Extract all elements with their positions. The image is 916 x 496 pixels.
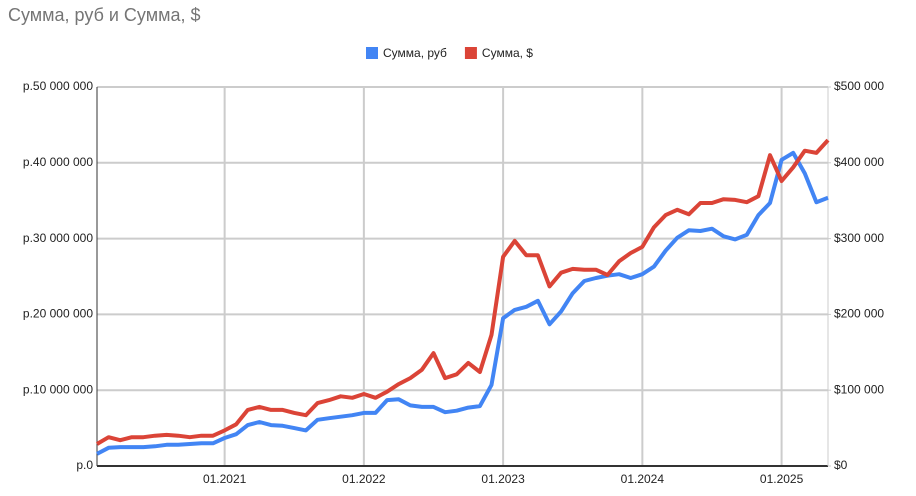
series-line (96, 150, 829, 456)
x-tick-label: 01.2023 (481, 472, 525, 486)
legend-swatch (464, 47, 477, 59)
chart-title: Сумма, руб и Сумма, $ (8, 5, 201, 25)
y-tick-label: р.30 000 000 (23, 231, 93, 245)
y-tick-label: р.40 000 000 (23, 155, 93, 169)
x-tick-label: 01.2024 (621, 472, 665, 486)
y-tick-label: р.20 000 000 (23, 307, 93, 321)
y2-tick-label: $100 000 (834, 382, 884, 396)
y-tick-label: р.10 000 000 (23, 382, 93, 396)
y-tick-label: р.0 (76, 458, 93, 472)
x-tick-label: 01.2022 (342, 472, 386, 486)
legend-swatch (366, 47, 378, 59)
y2-tick-label: $400 000 (834, 155, 884, 169)
series-line (95, 138, 830, 446)
y2-tick-label: $500 000 (834, 79, 884, 93)
legend-label: Сумма, руб (383, 46, 447, 60)
x-tick-label: 01.2025 (760, 472, 804, 486)
x-tick-label: 01.2021 (203, 472, 247, 486)
y2-tick-label: $300 000 (834, 231, 884, 245)
y2-tick-label: $200 000 (834, 307, 884, 321)
y2-tick-label: $0 (834, 458, 848, 472)
legend: Сумма, руб Сумма, $ (366, 46, 533, 60)
y-tick-label: р.50 000 000 (23, 79, 93, 93)
legend-label: Сумма, $ (482, 46, 533, 60)
